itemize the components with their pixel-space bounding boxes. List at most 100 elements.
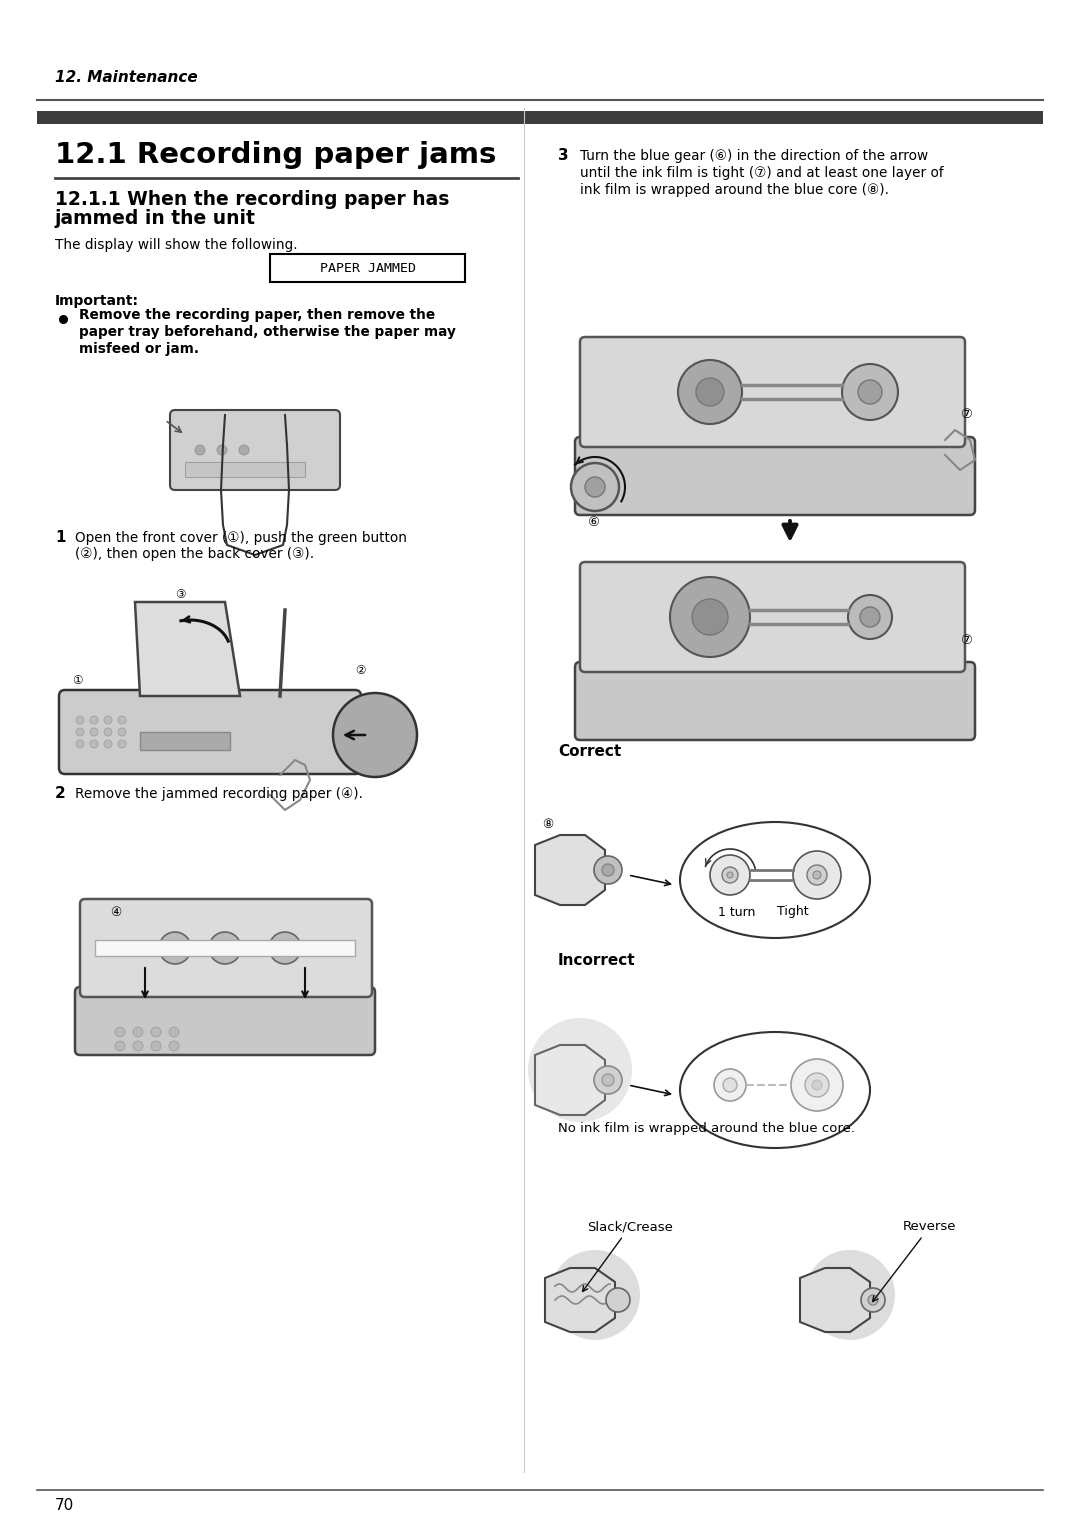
Text: misfeed or jam.: misfeed or jam. [79,342,199,356]
Text: until the ink film is tight (⑦) and at least one layer of: until the ink film is tight (⑦) and at l… [580,167,944,180]
Circle shape [842,364,897,420]
Circle shape [133,1027,143,1038]
Circle shape [90,717,98,724]
Text: ⑦: ⑦ [960,634,972,646]
Text: Open the front cover (①), push the green button: Open the front cover (①), push the green… [75,532,407,545]
Text: 2: 2 [55,785,66,801]
Text: ②: ② [355,663,365,677]
FancyBboxPatch shape [80,898,372,996]
FancyBboxPatch shape [575,662,975,740]
Circle shape [602,1074,615,1086]
Circle shape [585,477,605,497]
Circle shape [90,740,98,749]
Bar [270,254,465,283]
Circle shape [692,599,728,636]
Circle shape [333,694,417,778]
Circle shape [104,727,112,736]
Text: ①: ① [72,674,82,686]
Circle shape [133,1041,143,1051]
Circle shape [571,463,619,510]
Circle shape [594,856,622,885]
Circle shape [868,1296,878,1305]
Polygon shape [535,1045,605,1115]
Circle shape [723,1077,737,1093]
Circle shape [168,1027,179,1038]
Circle shape [151,1041,161,1051]
Circle shape [727,872,733,879]
FancyBboxPatch shape [75,987,375,1054]
Circle shape [76,740,84,749]
Circle shape [793,851,841,898]
Bar [185,461,305,477]
Circle shape [812,1080,822,1089]
Circle shape [217,445,227,455]
Circle shape [805,1073,829,1097]
Circle shape [723,866,738,883]
Text: ③: ③ [175,588,186,602]
Polygon shape [535,834,605,905]
Bar [37,112,1043,124]
Circle shape [114,1027,125,1038]
Circle shape [714,1070,746,1102]
Text: The display will show the following.: The display will show the following. [55,238,298,252]
Text: 1: 1 [55,530,66,545]
Circle shape [269,932,301,964]
Text: Slack/Crease: Slack/Crease [582,1219,673,1291]
FancyBboxPatch shape [59,691,361,775]
Bar [140,732,230,750]
Text: ⑧: ⑧ [542,819,553,831]
Circle shape [696,377,724,406]
Circle shape [151,1027,161,1038]
Circle shape [858,380,882,403]
Polygon shape [95,940,355,957]
Circle shape [678,361,742,423]
Text: ⑦: ⑦ [960,408,972,422]
FancyBboxPatch shape [580,562,966,672]
Polygon shape [800,1268,870,1332]
Circle shape [860,607,880,626]
Circle shape [594,1067,622,1094]
Text: Tight: Tight [778,906,809,918]
Circle shape [239,445,249,455]
Text: 12.1 Recording paper jams: 12.1 Recording paper jams [55,141,497,170]
Text: Incorrect: Incorrect [558,953,636,969]
Circle shape [710,856,750,895]
FancyBboxPatch shape [170,410,340,490]
Text: Correct: Correct [558,744,621,759]
Text: Turn the blue gear (⑥) in the direction of the arrow: Turn the blue gear (⑥) in the direction … [580,150,928,163]
Text: 3: 3 [558,148,569,163]
Circle shape [104,717,112,724]
Circle shape [195,445,205,455]
Polygon shape [545,1268,615,1332]
Circle shape [114,1041,125,1051]
Text: (②), then open the back cover (③).: (②), then open the back cover (③). [75,547,314,561]
Circle shape [76,717,84,724]
Text: PAPER JAMMED: PAPER JAMMED [320,261,416,275]
Circle shape [90,727,98,736]
FancyBboxPatch shape [575,437,975,515]
Circle shape [606,1288,630,1313]
Circle shape [670,578,750,657]
Text: 12. Maintenance: 12. Maintenance [55,70,198,86]
Circle shape [550,1250,640,1340]
Circle shape [118,727,126,736]
Circle shape [104,740,112,749]
Ellipse shape [680,1031,870,1148]
Circle shape [118,717,126,724]
Text: Important:: Important: [55,293,139,309]
Text: 1 turn: 1 turn [718,906,756,918]
Text: jammed in the unit: jammed in the unit [55,209,256,228]
Circle shape [210,932,241,964]
Text: paper tray beforehand, otherwise the paper may: paper tray beforehand, otherwise the pap… [79,325,456,339]
Circle shape [118,740,126,749]
Circle shape [76,727,84,736]
Text: ink film is wrapped around the blue core (⑧).: ink film is wrapped around the blue core… [580,183,889,197]
Circle shape [602,863,615,876]
Circle shape [528,1018,632,1122]
Circle shape [861,1288,885,1313]
Text: ④: ④ [110,906,121,918]
Circle shape [791,1059,843,1111]
Circle shape [848,594,892,639]
Text: 70: 70 [55,1497,75,1513]
Text: Remove the jammed recording paper (④).: Remove the jammed recording paper (④). [75,787,363,801]
